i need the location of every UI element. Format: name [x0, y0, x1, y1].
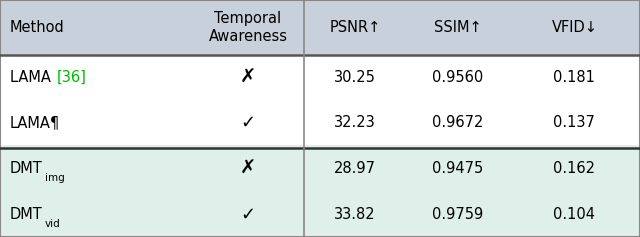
Text: VFID↓: VFID↓ — [552, 20, 597, 35]
Text: vid: vid — [45, 219, 61, 229]
Text: PSNR↑: PSNR↑ — [330, 20, 381, 35]
Text: ✓: ✓ — [241, 205, 255, 223]
Text: LAMA: LAMA — [10, 70, 55, 85]
Bar — [0, 100, 640, 145]
Bar — [0, 192, 640, 237]
Text: [36]: [36] — [56, 70, 86, 85]
Bar — [0, 55, 640, 100]
Text: 0.162: 0.162 — [554, 161, 595, 176]
Text: 28.97: 28.97 — [334, 161, 376, 176]
Text: LAMA¶: LAMA¶ — [10, 115, 60, 130]
Text: Temporal
Awareness: Temporal Awareness — [209, 11, 287, 44]
Text: Method: Method — [10, 20, 65, 35]
Text: DMT: DMT — [10, 161, 42, 176]
Text: 32.23: 32.23 — [334, 115, 376, 130]
Text: 0.104: 0.104 — [554, 207, 595, 222]
Text: ✗: ✗ — [240, 68, 256, 87]
Text: 0.9475: 0.9475 — [432, 161, 483, 176]
Text: 33.82: 33.82 — [334, 207, 376, 222]
Text: 0.137: 0.137 — [554, 115, 595, 130]
Text: DMT: DMT — [10, 207, 42, 222]
Text: 0.9672: 0.9672 — [432, 115, 483, 130]
Text: 0.181: 0.181 — [554, 70, 595, 85]
Text: 0.9759: 0.9759 — [432, 207, 483, 222]
Text: SSIM↑: SSIM↑ — [434, 20, 481, 35]
Text: 0.9560: 0.9560 — [432, 70, 483, 85]
Text: ✓: ✓ — [241, 114, 255, 132]
Text: 30.25: 30.25 — [334, 70, 376, 85]
Bar — [0, 0, 640, 55]
Text: ✗: ✗ — [240, 159, 256, 178]
Text: img: img — [45, 173, 65, 183]
Bar — [0, 145, 640, 192]
